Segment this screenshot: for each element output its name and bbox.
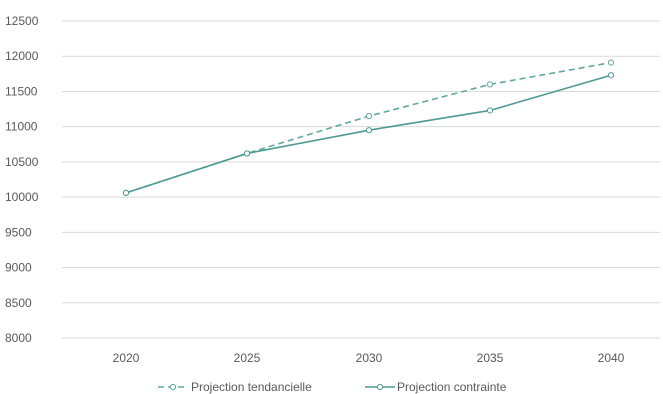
legend-label: Projection contrainte <box>397 380 507 394</box>
x-axis-ticks: 2020 2025 2030 2035 2040 <box>113 351 625 365</box>
legend-item: Projection tendancielle <box>158 380 312 394</box>
data-point <box>607 59 615 66</box>
y-tick-label: 12500 <box>5 14 39 28</box>
legend-label: Projection tendancielle <box>191 380 312 394</box>
y-tick-label: 8000 <box>5 331 32 345</box>
y-tick-label: 11000 <box>5 120 38 134</box>
series-lines <box>122 59 615 196</box>
data-point <box>365 127 373 134</box>
y-tick-label: 8500 <box>5 296 32 310</box>
series-line <box>125 74 612 194</box>
data-point <box>486 81 494 88</box>
y-tick-label: 11500 <box>5 84 38 98</box>
y-tick-label: 12000 <box>5 49 39 63</box>
data-point <box>365 113 373 120</box>
data-point <box>486 107 494 114</box>
data-point <box>607 72 615 79</box>
gridlines <box>62 20 660 339</box>
x-tick-label: 2025 <box>234 351 261 365</box>
x-tick-label: 2035 <box>477 351 504 365</box>
y-tick-label: 9000 <box>5 261 32 275</box>
x-tick-label: 2020 <box>113 351 140 365</box>
legend-swatch-marker <box>376 383 384 391</box>
legend: Projection tendancielle Projection contra… <box>158 380 507 394</box>
legend-item: Projection contrainte <box>365 380 507 394</box>
series-contrainte <box>122 72 615 196</box>
y-tick-label: 10500 <box>5 155 39 169</box>
y-axis-ticks: 8000 8500 9000 9500 10000 10500 11000 11500 1200… <box>5 14 39 345</box>
x-tick-label: 2030 <box>356 351 383 365</box>
data-point <box>122 189 130 196</box>
legend-swatch-marker <box>169 383 177 391</box>
y-tick-label: 9500 <box>5 225 32 239</box>
data-point <box>243 150 251 157</box>
x-tick-label: 2040 <box>598 351 625 365</box>
y-tick-label: 10000 <box>5 190 39 204</box>
